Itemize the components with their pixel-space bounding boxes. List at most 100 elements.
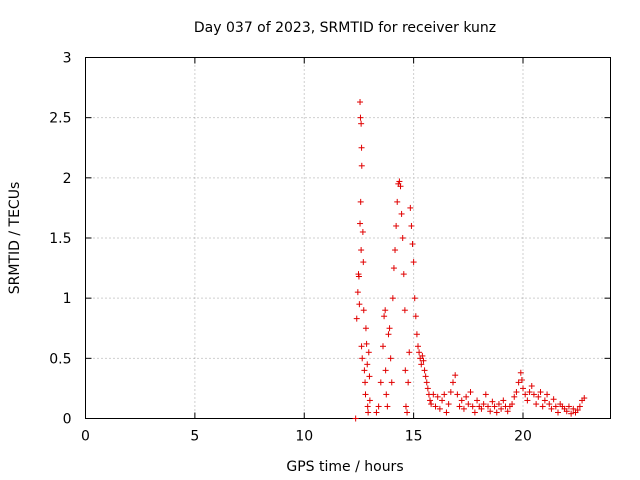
data-point	[482, 391, 489, 398]
y-tick-labels: 0 0.5 1 1.5 2 2.5 3	[49, 51, 71, 428]
data-point	[358, 144, 365, 151]
data-point	[419, 352, 426, 359]
data-point	[504, 408, 511, 415]
data-point	[550, 396, 557, 403]
data-point	[434, 393, 441, 400]
data-point	[362, 391, 369, 398]
data-point	[358, 162, 365, 169]
data-point	[528, 383, 535, 390]
data-point	[383, 391, 390, 398]
data-point	[404, 409, 411, 416]
data-point	[430, 391, 437, 398]
data-point	[441, 391, 448, 398]
data-point	[520, 385, 526, 392]
data-point	[359, 355, 366, 362]
data-point	[381, 313, 388, 320]
data-point	[366, 397, 373, 404]
data-point	[355, 273, 362, 280]
data-point	[460, 405, 467, 412]
data-point	[576, 403, 583, 410]
data-point	[416, 349, 423, 356]
y-tick-label: 0	[63, 412, 72, 428]
data-point	[365, 349, 372, 356]
data-point	[402, 367, 409, 374]
data-point	[418, 361, 425, 368]
data-point	[555, 409, 561, 416]
y-tick-label: 2.5	[49, 111, 71, 127]
data-point	[526, 389, 533, 396]
data-point	[420, 357, 427, 364]
data-point	[539, 403, 546, 410]
chart-title: Day 037 of 2023, SRMTID for receiver kun…	[194, 20, 496, 36]
data-point	[385, 331, 392, 338]
data-point	[412, 313, 419, 320]
data-point	[390, 265, 397, 272]
data-point	[428, 401, 435, 408]
data-point	[552, 403, 559, 410]
data-point	[423, 379, 430, 386]
data-point	[373, 409, 380, 416]
data-point	[517, 369, 524, 376]
data-point	[358, 120, 365, 127]
x-tick-label: 20	[514, 429, 532, 445]
data-point	[362, 325, 369, 332]
data-point	[574, 407, 581, 414]
y-tick-label: 0.5	[49, 351, 71, 367]
data-point	[513, 389, 520, 396]
data-point	[393, 222, 400, 229]
data-point	[568, 410, 575, 417]
data-point	[500, 397, 507, 404]
data-point	[406, 349, 413, 356]
data-point	[424, 385, 431, 392]
data-point	[413, 331, 420, 338]
data-point	[439, 397, 446, 404]
x-tick-label: 10	[295, 429, 313, 445]
data-point	[375, 403, 382, 410]
data-point	[366, 373, 373, 380]
plot-frame	[85, 57, 611, 419]
data-point	[478, 405, 485, 412]
data-point	[422, 373, 429, 380]
data-point	[360, 259, 367, 266]
data-point	[489, 398, 496, 405]
data-point	[398, 210, 405, 217]
data-point	[394, 198, 401, 205]
data-point	[364, 403, 371, 410]
data-point	[352, 415, 359, 422]
data-point	[411, 295, 418, 302]
data-point	[458, 397, 465, 404]
data-point	[382, 367, 389, 374]
data-point	[357, 198, 364, 205]
data-point	[392, 247, 399, 254]
data-points	[352, 99, 588, 422]
data-point	[447, 389, 454, 396]
data-point	[548, 405, 555, 412]
data-point	[358, 247, 365, 254]
data-point	[544, 391, 551, 398]
data-point	[408, 222, 415, 229]
data-point	[530, 391, 537, 398]
data-point	[382, 307, 389, 314]
data-point	[415, 343, 421, 350]
data-point	[471, 409, 478, 416]
data-point	[533, 401, 540, 408]
data-point	[405, 379, 412, 386]
data-point	[443, 409, 450, 416]
data-point	[450, 379, 456, 386]
data-point	[535, 393, 542, 400]
data-point	[397, 183, 404, 190]
data-point	[365, 409, 372, 416]
data-point	[493, 409, 500, 416]
data-point	[362, 379, 369, 386]
data-point	[456, 403, 463, 410]
data-point	[491, 403, 498, 410]
grid-lines	[85, 57, 611, 419]
data-point	[487, 408, 494, 415]
data-point	[389, 295, 396, 302]
axis-ticks	[85, 57, 611, 419]
data-point	[474, 397, 481, 404]
data-point	[509, 401, 516, 408]
data-point	[546, 401, 553, 408]
data-point	[498, 405, 505, 412]
